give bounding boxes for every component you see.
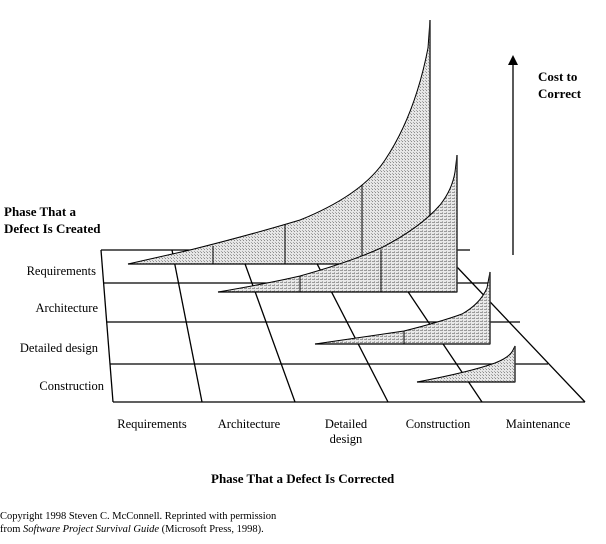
col-label-construction: Construction <box>405 417 471 431</box>
cost-axis-line2: Correct <box>538 86 582 101</box>
cost-axis-label: Cost to Correct <box>538 68 581 102</box>
row-label-construction: Construction <box>39 379 104 393</box>
col-label-detailed: Detailed <box>324 417 368 431</box>
x-axis-title: Phase That a Defect Is Corrected <box>211 471 395 486</box>
ribbon-construction <box>416 345 516 383</box>
cost-arrow <box>508 55 518 255</box>
col-label-design: design <box>329 432 363 446</box>
row-label-requirements: Requirements <box>26 264 96 278</box>
y-axis-title: Phase That a Defect Is Created <box>4 203 101 237</box>
cost-axis-line1: Cost to <box>538 69 578 84</box>
ribbon-requirements <box>127 19 431 265</box>
col-label-maintenance: Maintenance <box>505 417 571 431</box>
col-label-detailed-design: Detailed design <box>296 417 396 447</box>
row-label-architecture: Architecture <box>35 301 98 315</box>
copyright-line2: from Software Project Survival Guide (Mi… <box>0 523 276 536</box>
col-label-requirements: Requirements <box>117 417 187 431</box>
col-label-architecture: Architecture <box>217 417 281 431</box>
ribbon-architecture <box>217 154 458 293</box>
copyright-notice: Copyright 1998 Steven C. McConnell. Repr… <box>0 510 276 536</box>
y-axis-title-line2: Defect Is Created <box>4 221 101 236</box>
copyright-prefix: from <box>0 524 24 535</box>
book-title: Software Project Survival Guide <box>23 524 160 535</box>
y-axis-title-line1: Phase That a <box>4 204 76 219</box>
row-label-detailed-design: Detailed design <box>19 341 98 355</box>
copyright-suffix: (Microsoft Press, 1998). <box>159 524 264 535</box>
ribbon-detailed-design <box>314 271 491 345</box>
copyright-line1: Copyright 1998 Steven C. McConnell. Repr… <box>0 511 277 522</box>
